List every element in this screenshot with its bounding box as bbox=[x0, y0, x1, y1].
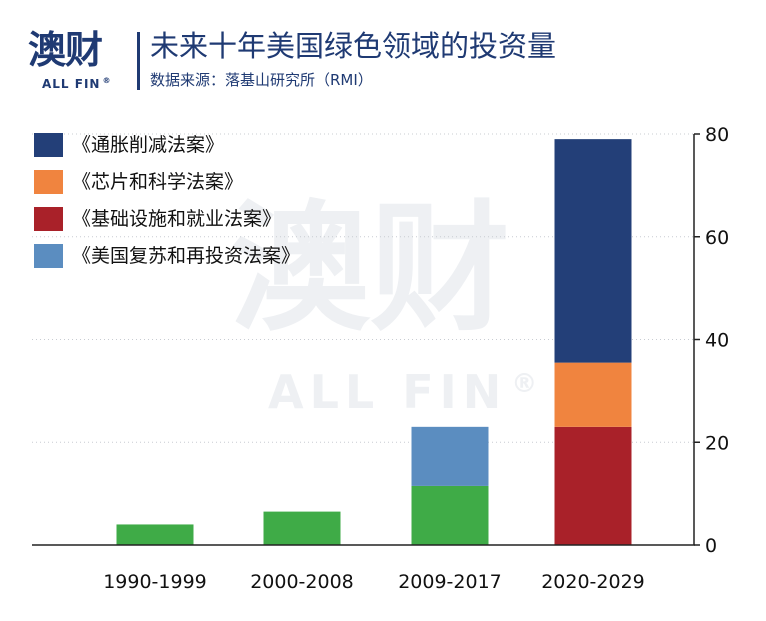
y-tick-label: 40 bbox=[705, 330, 729, 352]
y-tick-label: 0 bbox=[705, 535, 717, 557]
logo-registered-mark: ® bbox=[102, 76, 112, 85]
x-tick-labels: 1990-1999 2000-2008 2009-2017 2020-2029 bbox=[103, 571, 645, 593]
legend-label: 《美国复苏和再投资法案》 bbox=[72, 245, 301, 267]
bar-segment-2020-2029-3 bbox=[554, 362, 632, 427]
legend-swatch bbox=[34, 244, 63, 268]
bars bbox=[116, 139, 632, 545]
y-tick-label: 60 bbox=[705, 227, 729, 249]
bar-segment-2009-2017-0 bbox=[411, 485, 489, 545]
legend-swatch bbox=[34, 133, 63, 157]
legend-swatch bbox=[34, 207, 63, 231]
bar-segment-2009-2017-1 bbox=[411, 426, 489, 486]
y-tick-label: 20 bbox=[705, 432, 729, 454]
axes bbox=[32, 133, 700, 546]
x-tick-label: 2009-2017 bbox=[398, 571, 502, 593]
bar-segment-2020-2029-4 bbox=[554, 139, 632, 363]
allfin-logo: 澳财 ALL FIN ® bbox=[22, 26, 132, 96]
legend-label: 《基础设施和就业法案》 bbox=[72, 208, 282, 230]
bar-segment-2020-2029-2 bbox=[554, 426, 632, 545]
y-tick-label: 80 bbox=[705, 124, 729, 146]
logo-chinese-text: 澳财 bbox=[28, 28, 103, 72]
x-tick-label: 2020-2029 bbox=[541, 571, 645, 593]
logo-english-text: ALL FIN ® bbox=[42, 76, 111, 91]
legend-swatch bbox=[34, 170, 63, 194]
x-tick-label: 2000-2008 bbox=[250, 571, 354, 593]
logo-english-name: ALL FIN bbox=[42, 77, 101, 91]
legend-label: 《通胀削减法案》 bbox=[72, 134, 225, 156]
page-title: 未来十年美国绿色领域的投资量 bbox=[150, 29, 557, 63]
x-tick-label: 1990-1999 bbox=[103, 571, 207, 593]
y-tick-labels: 0 20 40 60 80 bbox=[705, 124, 729, 557]
bar-segment-1990-1999-0 bbox=[116, 524, 194, 545]
header-divider bbox=[137, 32, 140, 90]
legend-label: 《芯片和科学法案》 bbox=[72, 171, 244, 193]
data-source-subtitle: 数据来源：落基山研究所（RMI） bbox=[150, 71, 373, 89]
bar-segment-2000-2008-0 bbox=[263, 511, 341, 545]
